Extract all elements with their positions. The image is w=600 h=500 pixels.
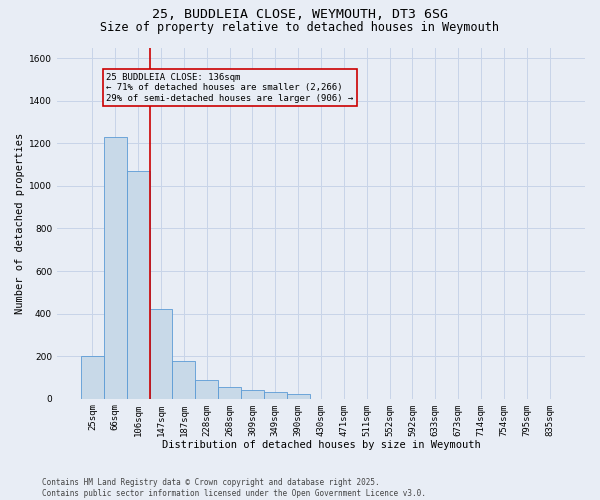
- Bar: [172, 362, 196, 399]
- Text: Contains HM Land Registry data © Crown copyright and database right 2025.
Contai: Contains HM Land Registry data © Crown c…: [42, 478, 426, 498]
- Bar: [149, 310, 172, 398]
- Bar: [104, 137, 127, 398]
- Text: 25, BUDDLEIA CLOSE, WEYMOUTH, DT3 6SG: 25, BUDDLEIA CLOSE, WEYMOUTH, DT3 6SG: [152, 8, 448, 20]
- Bar: [81, 356, 104, 399]
- Bar: [127, 171, 149, 398]
- Bar: [196, 380, 218, 398]
- Bar: [264, 392, 287, 398]
- Bar: [241, 390, 264, 398]
- Bar: [287, 394, 310, 398]
- Y-axis label: Number of detached properties: Number of detached properties: [15, 132, 25, 314]
- Text: 25 BUDDLEIA CLOSE: 136sqm
← 71% of detached houses are smaller (2,266)
29% of se: 25 BUDDLEIA CLOSE: 136sqm ← 71% of detac…: [106, 73, 353, 103]
- Bar: [218, 387, 241, 398]
- Text: Size of property relative to detached houses in Weymouth: Size of property relative to detached ho…: [101, 21, 499, 34]
- X-axis label: Distribution of detached houses by size in Weymouth: Distribution of detached houses by size …: [161, 440, 481, 450]
